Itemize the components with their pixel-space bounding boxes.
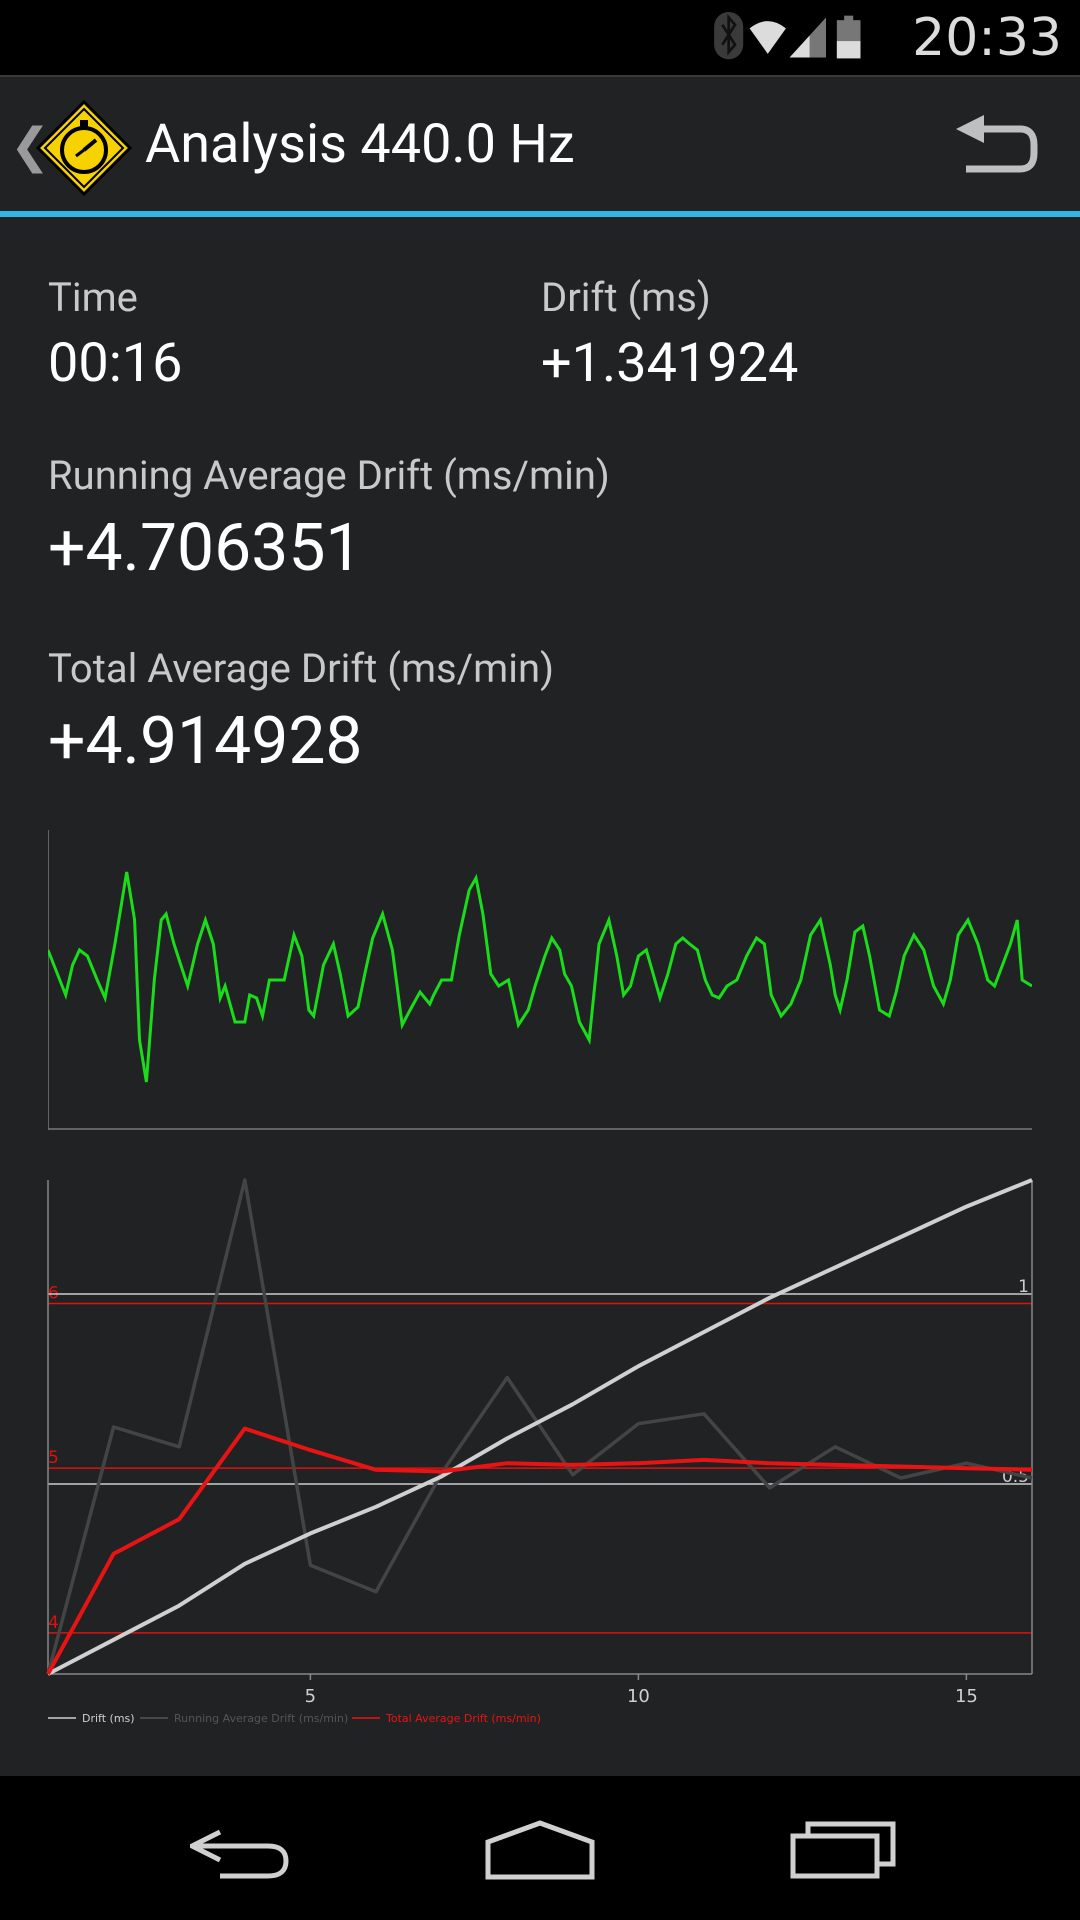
waveform-chart [48,830,1032,1130]
total-average-label: Total Average Drift (ms/min) [48,645,554,692]
legend-label: Total Average Drift (ms/min) [385,1712,541,1725]
action-bar-divider [0,211,1080,217]
stopwatch-sign-icon[interactable] [36,100,132,196]
navigation-bar [0,1776,1080,1920]
series-line-1 [46,1178,1033,1675]
total-average-value: +4.914928 [48,703,363,780]
nav-home-icon[interactable] [485,1820,595,1880]
x-tick-label: 10 [627,1686,650,1707]
time-label: Time [48,274,138,321]
status-icons [714,12,861,60]
page-title: Analysis 440.0 Hz [145,113,575,176]
series-line-0 [47,1178,1033,1676]
nav-back-icon[interactable] [190,1820,290,1880]
battery-icon [836,15,861,59]
right-tick-label: 1 [1018,1277,1029,1297]
action-bar: ❮ Analysis 440.0 Hz [0,75,1080,215]
signal-icon [789,17,826,58]
wifi-icon [749,21,786,54]
x-tick-label: 15 [955,1686,978,1707]
bluetooth-icon [714,12,744,60]
legend-label: Drift (ms) [82,1712,135,1725]
legend-label: Running Average Drift (ms/min) [174,1712,348,1725]
running-average-value: +4.706351 [48,510,363,587]
left-tick-label: 5 [48,1448,59,1468]
waveform-line [48,871,1032,1083]
series-line-2 [46,1426,1033,1675]
x-tick-label: 5 [305,1686,316,1707]
drift-label: Drift (ms) [541,274,711,321]
status-time: 20:33 [912,8,1062,68]
left-tick-label: 4 [48,1613,59,1633]
nav-recents-icon[interactable] [790,1820,896,1880]
drift-value: +1.341924 [541,332,799,395]
status-bar: 20:33 [0,0,1080,75]
undo-icon[interactable] [950,115,1040,185]
time-value: 00:16 [48,332,183,395]
running-average-label: Running Average Drift (ms/min) [48,452,610,499]
